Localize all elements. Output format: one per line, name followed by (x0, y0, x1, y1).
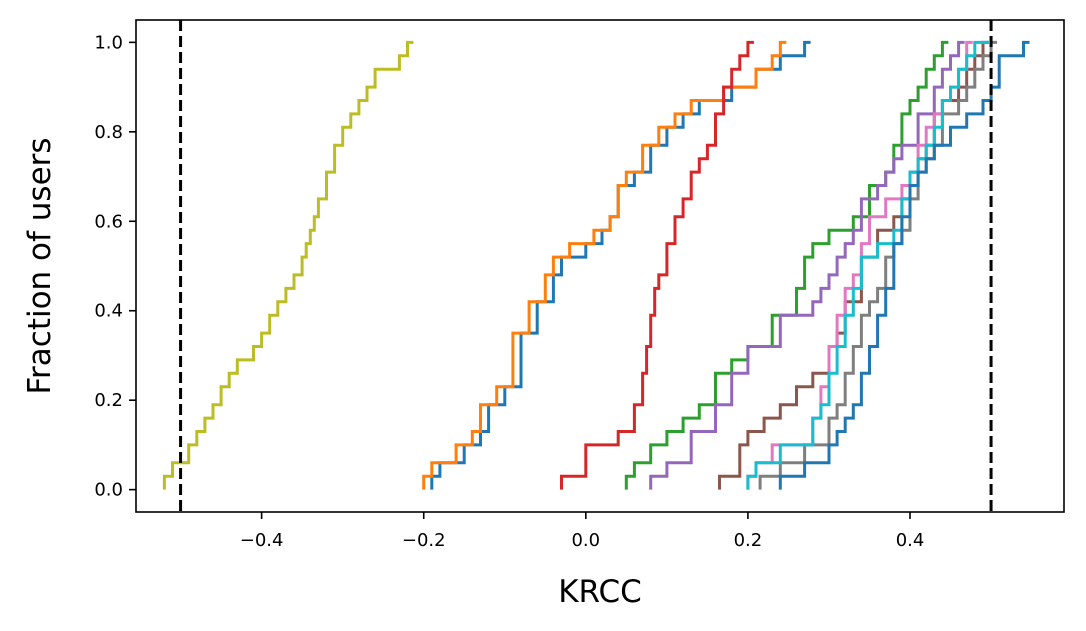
y-tick-label: 0.6 (94, 211, 123, 232)
series-line-5 (624, 40, 949, 490)
y-axis-title: Fraction of users (22, 137, 58, 394)
x-axis-title: KRCC (558, 574, 642, 610)
y-tick-label: 0.0 (94, 480, 123, 501)
series-line-11 (778, 40, 1030, 490)
y-axis-ticks: 0.0 0.2 0.4 0.6 0.8 1.0 (94, 32, 136, 501)
y-tick-label: 1.0 (94, 32, 123, 53)
x-tick-label: 0.2 (734, 530, 763, 551)
y-tick-label: 0.2 (94, 390, 123, 411)
series-line-2 (430, 40, 811, 490)
series-line-6 (649, 40, 965, 490)
y-tick-label: 0.4 (94, 301, 123, 322)
plot-frame (135, 19, 1065, 513)
x-tick-label: −0.2 (402, 530, 446, 551)
x-axis-ticks: −0.4 −0.2 0.0 0.2 0.4 (240, 512, 925, 551)
series-line-3 (422, 40, 787, 490)
x-tick-label: 0.4 (896, 530, 925, 551)
x-tick-label: −0.4 (240, 530, 284, 551)
series-layer (162, 40, 1030, 490)
series-line-4 (560, 40, 754, 490)
series-line-10 (746, 40, 989, 490)
series-line-9 (758, 40, 998, 490)
series-line-7 (718, 40, 989, 490)
reference-lines (179, 20, 993, 512)
series-line-1 (162, 40, 414, 490)
y-tick-label: 0.8 (94, 122, 123, 143)
x-tick-label: 0.0 (571, 530, 600, 551)
